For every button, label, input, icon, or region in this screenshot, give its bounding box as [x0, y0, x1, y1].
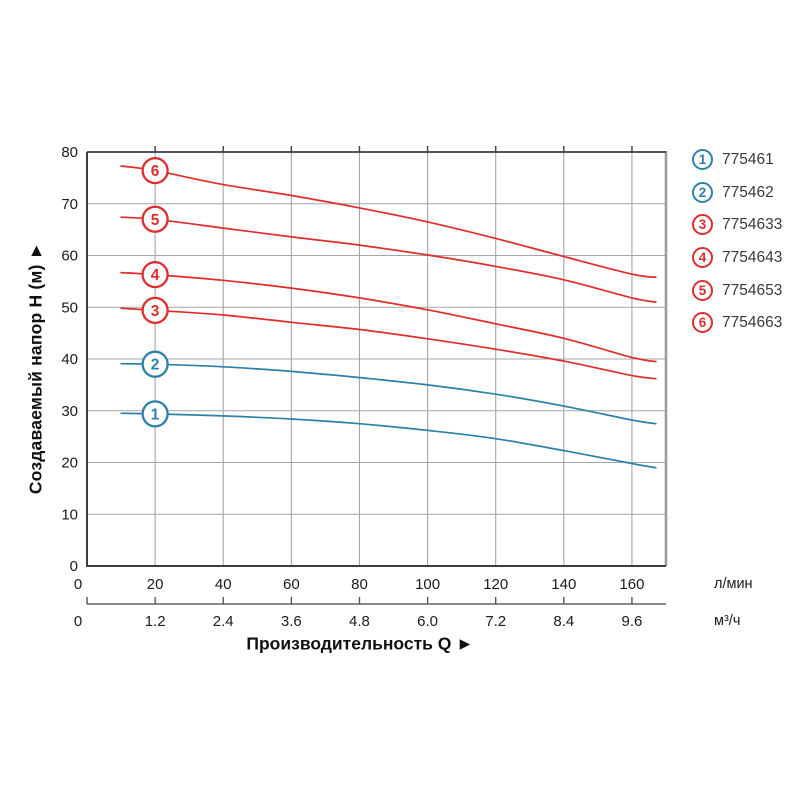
y-axis-title: Создаваемый напор H (м) ►	[25, 241, 46, 495]
legend-code-6: 7754663	[722, 314, 783, 332]
legend-marker-1-icon: 1	[692, 149, 713, 170]
curve-1	[120, 412, 657, 469]
legend: 1 775461 2 775462 3 7754633 4 7754643 5 …	[692, 149, 783, 334]
curve-marker-label-2: 2	[151, 357, 160, 374]
x-tick-m3h-2.4: 2.4	[213, 613, 234, 630]
legend-item-6: 6 7754663	[692, 312, 783, 334]
curve-marker-6-icon	[141, 156, 169, 185]
x-tick-m3h-1.2: 1.2	[145, 613, 166, 630]
x-tick-m3h-8.4: 8.4	[553, 613, 574, 630]
legend-item-1: 1 775461	[692, 149, 782, 170]
legend-marker-4-icon: 4	[692, 247, 713, 269]
x-tick-lmin-100: 100	[415, 576, 440, 593]
curve-2	[120, 362, 657, 425]
curve-6	[120, 165, 657, 279]
legend-code-3: 7754633	[722, 216, 783, 234]
legend-item-3: 3 7754633	[692, 214, 783, 236]
x-tick-lmin-40: 40	[215, 576, 232, 593]
x-tick-m3h-9.6: 9.6	[622, 613, 643, 630]
legend-code-2: 775462	[722, 183, 774, 201]
y-tick-label-40: 40	[61, 351, 78, 368]
legend-item-2: 2 775462	[692, 181, 782, 203]
curve-marker-label-5: 5	[151, 212, 160, 229]
curve-marker-4-icon	[141, 260, 169, 289]
legend-marker-2-icon: 2	[692, 181, 713, 203]
x-tick-m3h-6.0: 6.0	[417, 613, 438, 630]
x-tick-lmin-20: 20	[147, 576, 164, 593]
legend-code-5: 7754653	[722, 281, 783, 299]
legend-marker-6-icon: 6	[692, 312, 713, 334]
legend-marker-3-icon: 3	[692, 214, 713, 236]
legend-code-1: 775461	[722, 151, 774, 168]
y-tick-label-0: 0	[70, 558, 78, 575]
curve-marker-3-icon	[141, 296, 169, 325]
chart-plot: 0 10 20 30 40 50 60 70 80 0 20 40 60 80 100 120 140 160 0 1…	[61, 144, 668, 630]
x-axis-title: Производительность Q ►	[246, 633, 474, 654]
x-tick-m3h-3.6: 3.6	[281, 613, 302, 630]
curve-marker-2-icon	[141, 350, 169, 378]
y-tick-label-50: 50	[61, 299, 78, 316]
x-tick-lmin-0: 0	[74, 576, 82, 593]
curve-3	[120, 307, 657, 380]
legend-code-4: 7754643	[722, 249, 783, 267]
x-tick-m3h-0: 0	[74, 613, 82, 630]
x-tick-lmin-140: 140	[551, 576, 576, 593]
curve-5	[120, 216, 657, 303]
x-tick-m3h-4.8: 4.8	[349, 613, 370, 630]
curve-marker-5-icon	[141, 205, 169, 233]
y-tick-label-60: 60	[61, 248, 78, 265]
x-tick-lmin-80: 80	[351, 576, 368, 593]
curve-4	[120, 271, 657, 363]
x-tick-m3h-7.2: 7.2	[485, 613, 506, 630]
y-tick-label-70: 70	[61, 196, 78, 213]
curve-marker-label-6: 6	[151, 163, 160, 180]
y-tick-label-10: 10	[61, 506, 78, 523]
curve-marker-1-icon	[141, 400, 169, 428]
x-tick-lmin-60: 60	[283, 576, 300, 593]
y-tick-label-20: 20	[61, 455, 78, 472]
curve-marker-label-4: 4	[151, 267, 160, 284]
x-axis-unit-lmin: л/мин	[714, 576, 753, 592]
x-tick-lmin-120: 120	[483, 576, 508, 593]
y-tick-label-30: 30	[61, 403, 78, 420]
y-tick-label-80: 80	[61, 144, 78, 161]
x-axis-unit-m3h: м³/ч	[714, 613, 741, 629]
legend-item-4: 4 7754643	[692, 247, 783, 269]
curve-marker-label-3: 3	[151, 303, 160, 320]
x-tick-lmin-160: 160	[619, 576, 644, 593]
legend-marker-5-icon: 5	[692, 279, 713, 301]
curve-marker-label-1: 1	[151, 406, 160, 423]
legend-item-5: 5 7754653	[692, 279, 783, 301]
